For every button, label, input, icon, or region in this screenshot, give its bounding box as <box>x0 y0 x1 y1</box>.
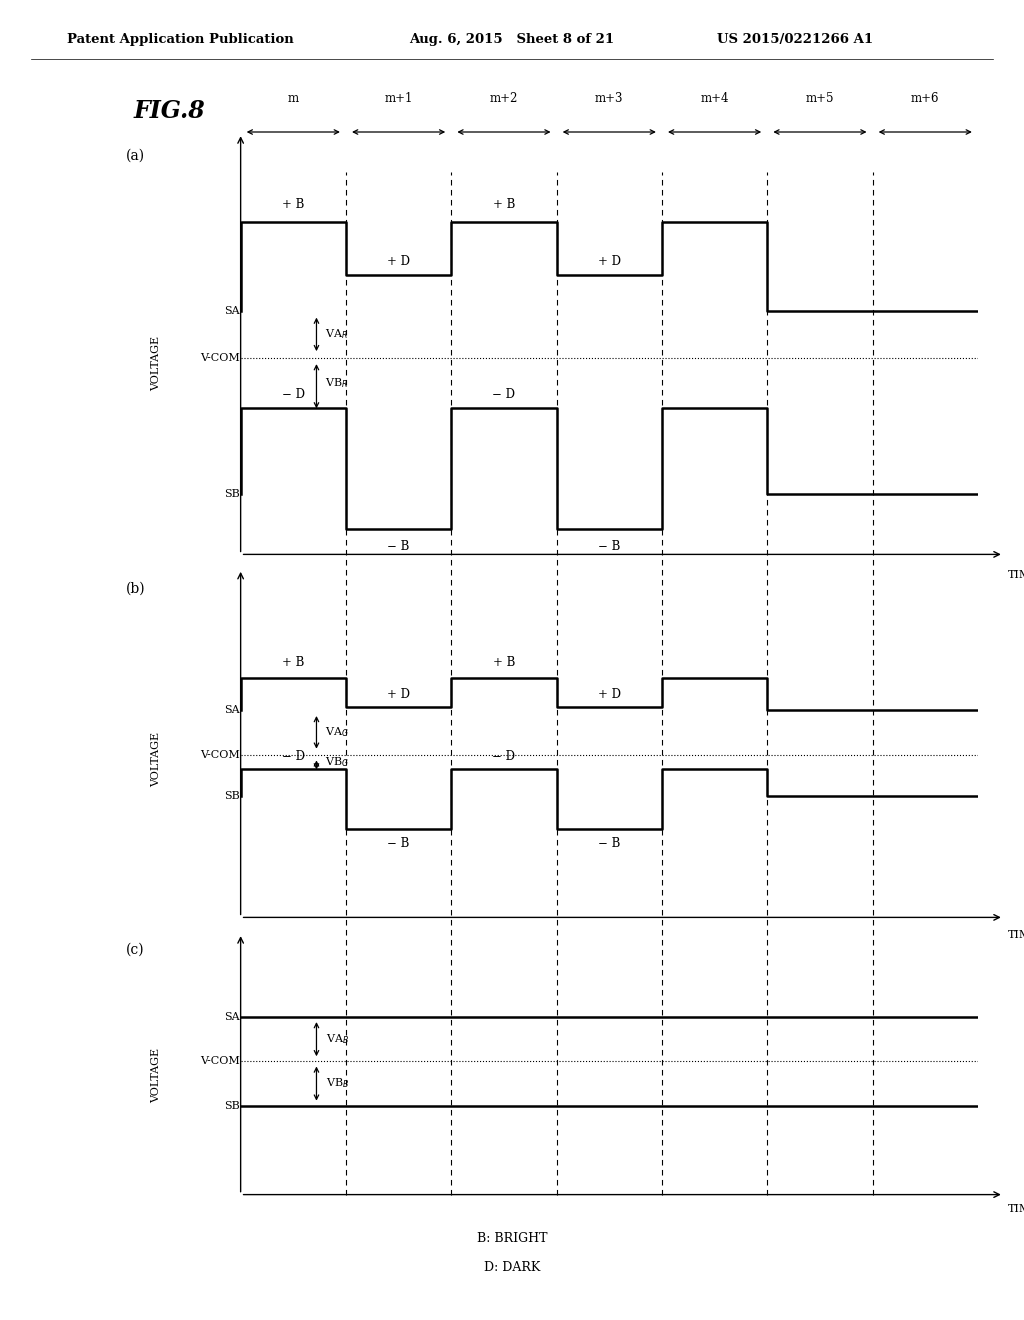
Text: m+1: m+1 <box>384 92 413 106</box>
Text: m+4: m+4 <box>700 92 729 106</box>
Text: SA: SA <box>224 1012 240 1022</box>
Text: + B: + B <box>283 656 304 669</box>
Text: m+5: m+5 <box>806 92 835 106</box>
Text: (b): (b) <box>126 582 146 595</box>
Text: VOLTAGE: VOLTAGE <box>151 731 161 787</box>
Text: VA$_B$: VA$_B$ <box>326 1032 349 1045</box>
Text: TIME: TIME <box>1008 931 1024 940</box>
Text: (a): (a) <box>126 149 145 162</box>
Text: − D: − D <box>493 751 515 763</box>
Text: + D: + D <box>387 255 411 268</box>
Text: + D: + D <box>598 688 621 701</box>
Text: V-COM: V-COM <box>200 750 240 759</box>
Text: V-COM: V-COM <box>200 352 240 363</box>
Text: − B: − B <box>598 837 621 850</box>
Text: D: DARK: D: DARK <box>483 1261 541 1274</box>
Text: − D: − D <box>282 751 305 763</box>
Text: + B: + B <box>493 198 515 211</box>
Text: SB: SB <box>224 488 240 499</box>
Text: SA: SA <box>224 306 240 315</box>
Text: TIME: TIME <box>1008 570 1024 579</box>
Text: − D: − D <box>282 388 305 400</box>
Text: VA$_G$: VA$_G$ <box>325 726 349 739</box>
Text: VA$_R$: VA$_R$ <box>325 327 348 342</box>
Text: m: m <box>288 92 299 106</box>
Text: VB$_B$: VB$_B$ <box>326 1077 349 1090</box>
Text: + B: + B <box>493 656 515 669</box>
Text: − B: − B <box>387 540 410 553</box>
Text: m+3: m+3 <box>595 92 624 106</box>
Text: SB: SB <box>224 1101 240 1110</box>
Text: − B: − B <box>387 837 410 850</box>
Text: + D: + D <box>387 688 411 701</box>
Text: Aug. 6, 2015   Sheet 8 of 21: Aug. 6, 2015 Sheet 8 of 21 <box>410 33 614 46</box>
Text: m+2: m+2 <box>489 92 518 106</box>
Text: Patent Application Publication: Patent Application Publication <box>67 33 293 46</box>
Text: − D: − D <box>493 388 515 400</box>
Text: B: BRIGHT: B: BRIGHT <box>477 1232 547 1245</box>
Text: (c): (c) <box>126 942 145 957</box>
Text: + B: + B <box>283 198 304 211</box>
Text: VOLTAGE: VOLTAGE <box>151 335 161 391</box>
Text: SA: SA <box>224 705 240 715</box>
Text: US 2015/0221266 A1: US 2015/0221266 A1 <box>717 33 872 46</box>
Text: VB$_R$: VB$_R$ <box>325 376 348 389</box>
Text: VOLTAGE: VOLTAGE <box>151 1048 161 1104</box>
Text: V-COM: V-COM <box>200 1056 240 1067</box>
Text: + D: + D <box>598 255 621 268</box>
Text: VB$_G$: VB$_G$ <box>325 755 349 768</box>
Text: TIME: TIME <box>1008 1204 1024 1214</box>
Text: − B: − B <box>598 540 621 553</box>
Text: SB: SB <box>224 791 240 801</box>
Text: FIG.8: FIG.8 <box>133 99 205 123</box>
Text: m+6: m+6 <box>911 92 939 106</box>
